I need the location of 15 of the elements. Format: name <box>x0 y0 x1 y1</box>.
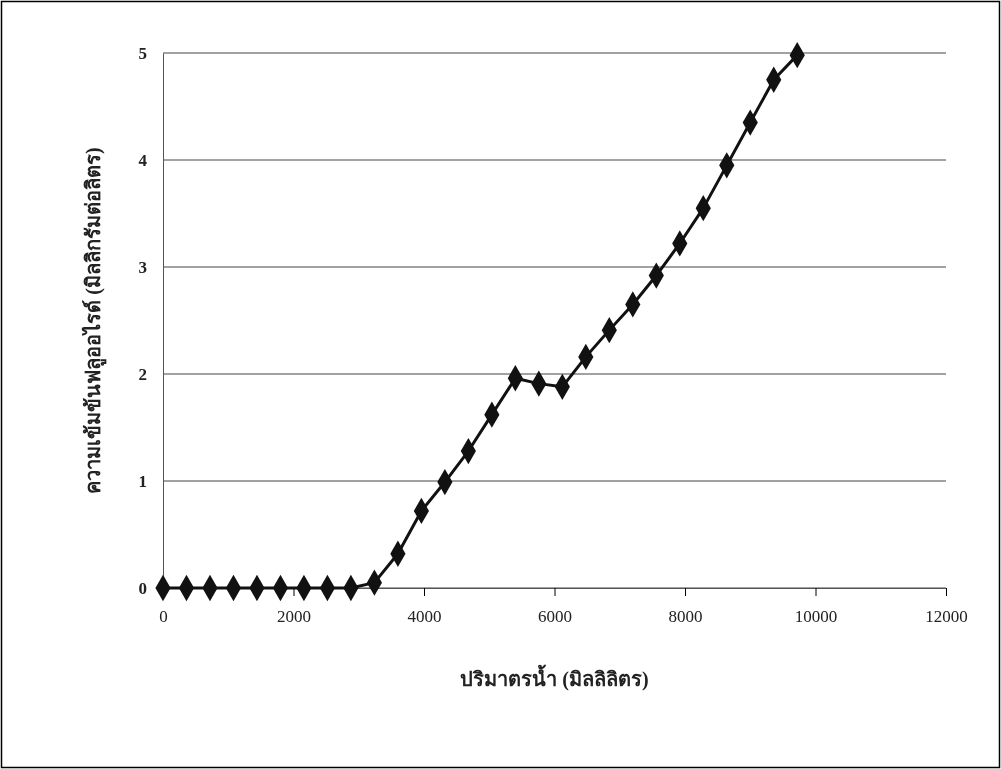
y-tick-label: 2 <box>138 364 147 384</box>
y-tick-label: 0 <box>138 578 147 598</box>
y-tick-label: 4 <box>138 150 148 170</box>
x-tick-label: 10000 <box>794 607 838 627</box>
y-tick-label: 3 <box>138 257 147 277</box>
x-tick-label: 2000 <box>277 607 311 627</box>
x-tick-label: 8000 <box>668 607 703 627</box>
x-tick-label: 6000 <box>538 607 572 627</box>
y-tick-label: 5 <box>138 43 147 63</box>
x-tick-label: 0 <box>159 607 168 627</box>
y-tick-label: 1 <box>138 471 147 491</box>
x-tick-label: 12000 <box>925 607 968 627</box>
y-axis-title: ความเข้มข้นฟลูออไรด์ (มิลลิกรัมต่อลิตร) <box>81 147 107 494</box>
x-tick-label: 4000 <box>407 607 442 627</box>
x-axis-title: ปริมาตรน้ำ (มิลลิลิตร) <box>460 664 649 691</box>
